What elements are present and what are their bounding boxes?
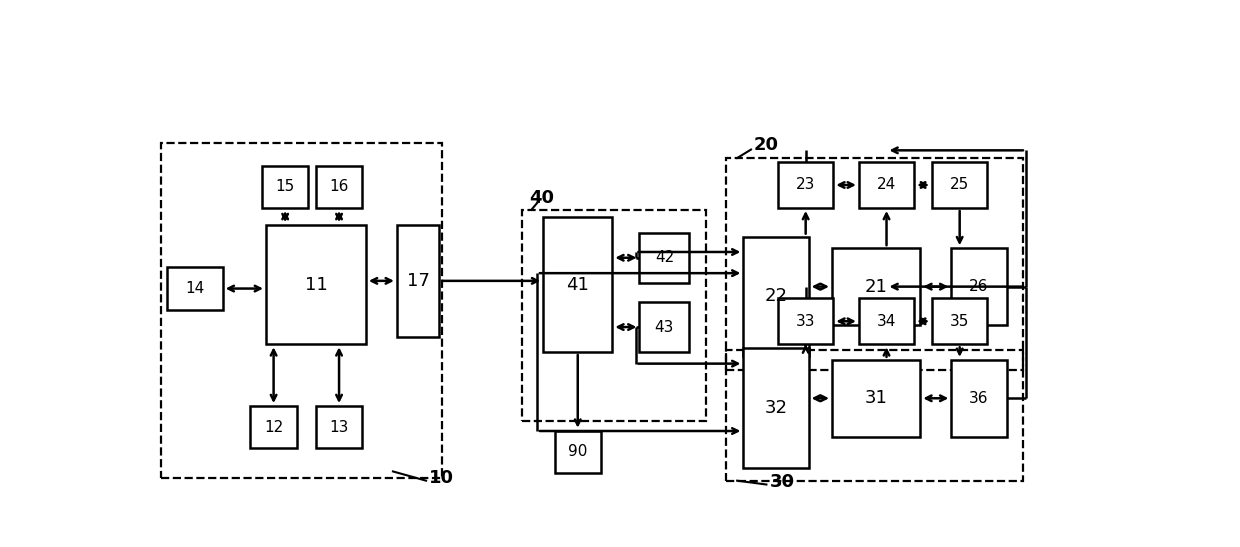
Text: 12: 12 [264,420,283,435]
Text: 16: 16 [330,179,348,194]
Text: 34: 34 [877,314,897,329]
Text: 43: 43 [655,319,675,335]
Text: 11: 11 [305,276,327,294]
Bar [522,210,707,421]
Bar [743,348,808,468]
Bar [932,162,987,208]
Text: 31: 31 [864,389,888,408]
Bar [859,298,914,345]
Bar [543,217,613,352]
Text: 36: 36 [970,391,988,406]
Bar [859,162,914,208]
Text: 22: 22 [765,287,787,305]
Text: 13: 13 [330,420,348,435]
Bar [397,225,439,337]
Bar [951,248,1007,325]
Text: 35: 35 [950,314,970,329]
Text: 33: 33 [796,314,816,329]
Bar [554,430,601,473]
Text: 90: 90 [568,444,588,459]
Text: 14: 14 [186,281,205,296]
Text: 41: 41 [567,276,589,294]
Text: 40: 40 [529,189,554,207]
Text: 23: 23 [796,177,816,193]
Bar [727,158,1023,370]
Bar [640,232,689,283]
Bar [262,166,309,208]
Text: 10: 10 [429,469,454,487]
Bar [932,298,987,345]
Text: 30: 30 [770,473,795,491]
Bar [727,350,1023,481]
Text: 17: 17 [407,272,429,290]
Text: 15: 15 [275,179,295,194]
Text: 25: 25 [950,177,970,193]
Bar [250,406,296,449]
Bar [743,237,808,356]
Bar [832,360,920,437]
Bar [832,248,920,325]
Text: 20: 20 [754,136,779,154]
Text: 26: 26 [970,279,988,294]
Text: 21: 21 [864,278,888,295]
Bar [777,298,833,345]
Bar [316,406,362,449]
Text: 42: 42 [655,251,675,265]
Bar [265,225,366,345]
Bar [167,267,223,310]
Bar [777,162,833,208]
Bar [640,302,689,352]
Text: 24: 24 [877,177,897,193]
Text: 32: 32 [765,399,787,417]
Bar [316,166,362,208]
Bar [161,143,443,478]
Bar [951,360,1007,437]
